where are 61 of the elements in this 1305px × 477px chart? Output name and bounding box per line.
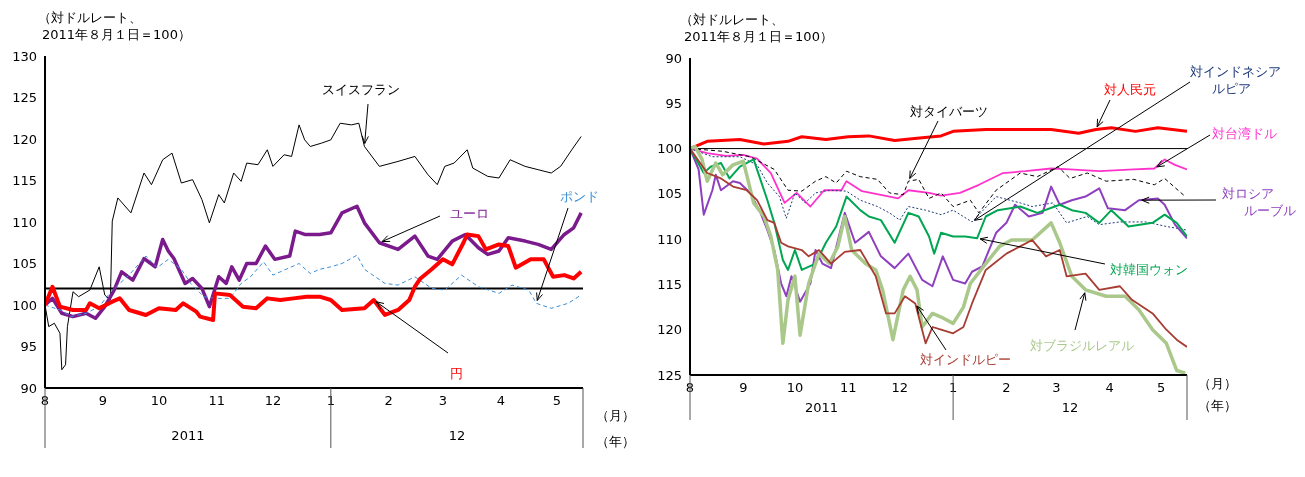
series-label: 対韓国ウォン <box>1110 262 1188 277</box>
text: 対台湾ドル <box>1212 126 1277 141</box>
x-tick-label: 8 <box>685 380 695 396</box>
y-tick-label: 105 <box>12 256 37 272</box>
text: ポンド <box>560 189 599 204</box>
x-tick-label: 12 <box>264 393 282 409</box>
y-tick-label: 90 <box>665 50 682 66</box>
line-series <box>45 204 583 321</box>
x-tick-label: 5 <box>1157 380 1166 396</box>
y-tick-label: 130 <box>12 48 37 64</box>
y-tick-label: 125 <box>12 90 37 106</box>
x-tick-label: 10 <box>150 393 168 409</box>
text: 対タイバーツ <box>910 104 988 119</box>
x-tick-label: 4 <box>1105 380 1114 396</box>
y-tick-label: 100 <box>12 297 37 313</box>
y-tick-label: 120 <box>12 131 37 147</box>
y-tick-label: 110 <box>12 214 37 230</box>
x-tick-label: 3 <box>438 393 448 409</box>
y-axis-title: （対ドルレート、 2011年８月１日＝100） <box>680 12 833 44</box>
y-tick-label: 95 <box>665 95 682 111</box>
x-tick-label: 9 <box>98 393 108 409</box>
y-tick-label: 115 <box>657 277 682 293</box>
x-tick-label: 8 <box>40 393 50 409</box>
series-label: ユーロ <box>450 206 489 221</box>
x-tick-label: 2 <box>1002 380 1011 396</box>
x-tick-label: 11 <box>208 393 226 409</box>
x-tick-label: 1 <box>326 393 335 409</box>
series-label: 対インドルピー <box>920 352 1011 367</box>
y-tick-label: 100 <box>657 141 682 157</box>
x-axis-title: （月） <box>596 408 635 423</box>
line-series <box>45 232 583 322</box>
x-tick-label: 11 <box>839 380 857 396</box>
y-tick-label: 95 <box>20 339 37 355</box>
text: 2011 <box>805 400 839 415</box>
series-label: 対ブラジルレアル <box>1030 338 1134 353</box>
x-tick-label: 1 <box>948 380 958 396</box>
text: （年） <box>1198 398 1237 413</box>
y-tick-label: 110 <box>657 231 682 247</box>
x-tick-label: 10 <box>786 380 804 396</box>
x-tick-label: 2 <box>384 393 393 409</box>
y-axis-title: （対ドルレート、 2011年８月１日＝100） <box>38 10 191 42</box>
y-tick-label: 115 <box>12 173 37 189</box>
x-tick-label: 4 <box>496 393 505 409</box>
text: 対ロシアルーブル <box>1222 186 1296 218</box>
text: 12 <box>448 428 466 443</box>
text: （年） <box>596 434 635 449</box>
text: 2011 <box>171 428 205 443</box>
text: 円 <box>450 366 463 381</box>
x-tick-label: 3 <box>1052 380 1061 396</box>
y-tick-label: 105 <box>657 186 682 202</box>
x-tick-label: 9 <box>739 380 748 396</box>
x-axis-title: （月） <box>1198 376 1237 391</box>
x-tick-label: 5 <box>552 393 561 409</box>
text: 対人民元 <box>1104 82 1156 97</box>
y-tick-label: 120 <box>657 322 682 338</box>
text: スイスフラン <box>322 82 400 97</box>
x-tick-label: 12 <box>891 380 909 396</box>
text: 対インドネシアルピア <box>1190 64 1281 96</box>
y-tick-label: 125 <box>657 367 682 383</box>
line-series <box>45 254 582 318</box>
y-tick-label: 90 <box>20 380 37 396</box>
